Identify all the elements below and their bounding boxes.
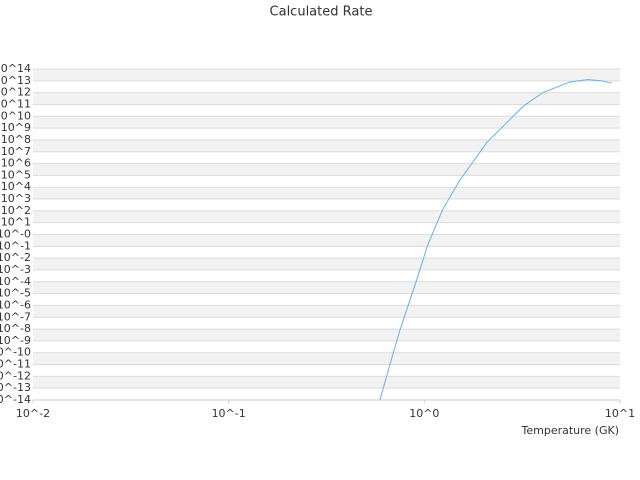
y-tick-label: 10^-4 — [0, 275, 31, 288]
x-tick-label: 10^1 — [605, 407, 635, 420]
y-tick-label: 10^-7 — [0, 310, 31, 323]
grid-band — [33, 376, 620, 389]
y-tick-label: 10^2 — [1, 204, 31, 217]
grid-band — [33, 69, 620, 81]
y-tick-label: 10^4 — [1, 180, 31, 193]
y-tick-label: 10^-12 — [0, 369, 31, 382]
chart-title: Calculated Rate — [270, 5, 373, 20]
grid-band — [33, 234, 620, 247]
grid-band — [33, 305, 620, 318]
y-tick-label: 10^11 — [0, 97, 31, 110]
y-tick-label: 10^-3 — [0, 263, 31, 276]
y-tick-label: 10^-13 — [0, 381, 31, 394]
grid-band — [33, 116, 620, 129]
y-tick-label: 10^-5 — [0, 287, 31, 300]
grid-band — [33, 329, 620, 341]
x-tick-label: 10^0 — [409, 407, 439, 420]
y-tick-label: 10^7 — [1, 145, 31, 158]
x-tick-label: 10^-2 — [16, 407, 50, 420]
grid-band — [33, 187, 620, 200]
y-tick-label: 10^-8 — [0, 322, 31, 335]
y-tick-label: 10^-2 — [0, 251, 31, 264]
y-tick-label: 10^10 — [0, 109, 31, 122]
grid-band — [33, 163, 620, 176]
grid-band — [33, 139, 620, 152]
y-tick-label: 10^3 — [1, 192, 31, 205]
y-tick-label: 10^8 — [1, 133, 31, 146]
y-tick-label: 10^-14 — [0, 393, 31, 406]
y-tick-label: 10^-11 — [0, 358, 31, 371]
y-tick-label: 10^-1 — [0, 239, 31, 252]
x-tick-label: 10^-1 — [212, 407, 246, 420]
y-tick-label: 10^-6 — [0, 298, 31, 311]
y-tick-label: 10^-9 — [0, 334, 31, 347]
y-tick-label: 10^9 — [1, 121, 31, 134]
y-tick-label: 10^5 — [1, 168, 31, 181]
grid-band — [33, 258, 620, 270]
grid-band — [33, 210, 620, 223]
y-tick-label: 10^14 — [0, 62, 31, 75]
y-tick-label: 10^1 — [1, 216, 31, 229]
series-line — [379, 79, 613, 401]
y-tick-label: 10^-10 — [0, 346, 31, 359]
y-tick-label: 10^12 — [0, 86, 31, 99]
y-tick-label: 10^6 — [1, 157, 31, 170]
grid-band — [33, 281, 620, 294]
y-tick-label: 10^13 — [0, 74, 31, 87]
grid-band — [33, 352, 620, 365]
y-tick-label: 10^-0 — [0, 228, 31, 241]
x-axis-label: Temperature (GK) — [521, 424, 620, 437]
grid-band — [33, 92, 620, 105]
